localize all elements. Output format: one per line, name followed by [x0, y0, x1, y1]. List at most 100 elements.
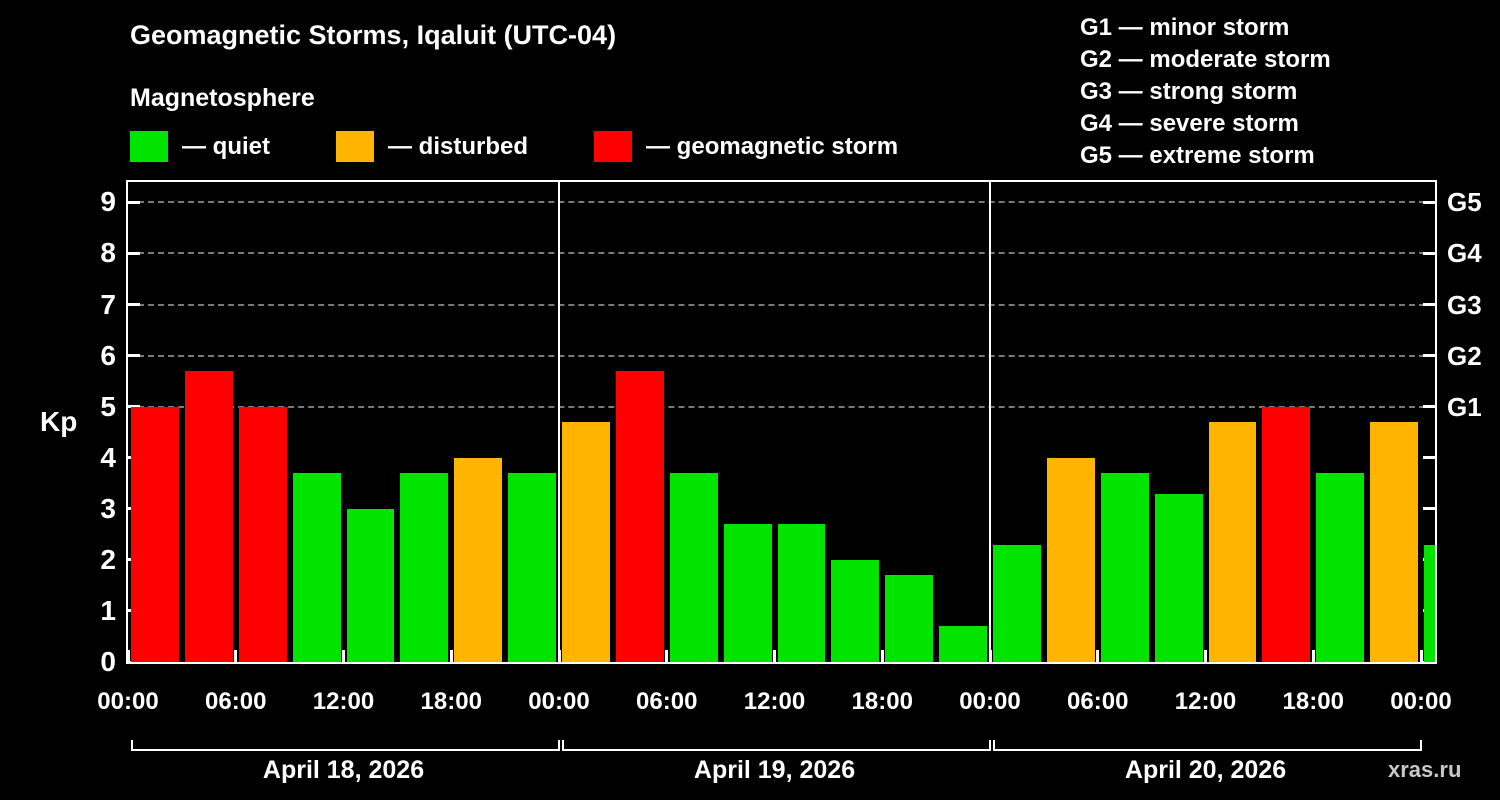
legend-item-disturbed: — disturbed: [336, 131, 528, 162]
gridline-kp5: [128, 405, 1435, 408]
y-tick-left: [128, 251, 140, 255]
x-tick-label: 00:00: [1390, 688, 1452, 715]
y-tick-label: 4: [100, 441, 116, 473]
kp-bar: [400, 473, 449, 662]
x-tick-label: 06:00: [205, 688, 267, 715]
x-tick: [234, 650, 238, 662]
y-tick-left: [128, 200, 140, 204]
day-separator: [558, 182, 560, 662]
watermark: xras.ru: [1388, 757, 1462, 782]
g-scale-line: G5 — extreme storm: [1080, 142, 1315, 169]
legend-swatch-quiet: [130, 131, 168, 162]
g-scale-line: G1 — minor storm: [1080, 14, 1290, 41]
plot-area: [128, 182, 1435, 662]
y-tick-label: 5: [100, 390, 116, 422]
x-tick: [1204, 650, 1207, 662]
x-tick: [557, 650, 561, 662]
gridline-kp7: [128, 303, 1435, 306]
kp-bar: [508, 473, 556, 662]
x-tick-label: 06:00: [636, 688, 698, 715]
y-tick-label: 8: [100, 237, 116, 269]
y-tick-left: [128, 405, 140, 409]
legend-item-storm: — geomagnetic storm: [594, 131, 898, 162]
y-tick-label: 2: [100, 543, 116, 575]
kp-bar: [184, 370, 233, 662]
kp-bar: [993, 544, 1041, 662]
y-tick-label: 3: [100, 492, 116, 524]
day-separator: [989, 182, 991, 662]
legend-label-storm: — geomagnetic storm: [646, 132, 899, 160]
kp-bar: [885, 575, 934, 662]
g-scale-line: G3 — strong storm: [1080, 78, 1298, 105]
day-label: April 18, 2026: [262, 756, 425, 784]
magnetosphere-label: Magnetosphere: [130, 84, 315, 112]
plot-frame: [126, 180, 1437, 664]
y-tick-label: 7: [100, 288, 116, 320]
kp-bar: [1154, 493, 1203, 662]
y-tick-right: [1423, 405, 1435, 409]
g-scale-legend: G1 — minor storm G2 — moderate storm G3 — …: [1080, 12, 1331, 172]
x-tick: [773, 650, 776, 662]
kp-bar: [1316, 473, 1365, 662]
x-tick: [1096, 650, 1100, 662]
kp-bar: [669, 473, 718, 662]
y-tick-label: 6: [100, 339, 116, 371]
g-scale-line: G4 — severe storm: [1080, 110, 1299, 137]
kp-bar: [615, 370, 664, 662]
g-scale-line: G2 — moderate storm: [1080, 46, 1331, 73]
x-tick: [1311, 650, 1315, 662]
kp-bar: [454, 457, 503, 662]
y-tick-left: [128, 354, 140, 358]
kp-bar: [1100, 473, 1149, 662]
g-level-label: G2: [1447, 340, 1482, 371]
kp-bar: [1370, 422, 1418, 662]
x-tick: [665, 650, 669, 662]
y-tick-label: 9: [100, 186, 116, 218]
day-bracket: [993, 740, 1422, 751]
page-title: Geomagnetic Storms, Iqaluit (UTC-04): [130, 20, 617, 50]
legend-swatch-storm: [594, 131, 633, 162]
kp-bar: [238, 406, 287, 662]
x-tick: [449, 650, 453, 662]
x-tick: [880, 650, 884, 662]
x-tick-label: 00:00: [97, 688, 159, 715]
y-tick-right: [1423, 507, 1435, 511]
x-tick-label: 18:00: [1282, 688, 1344, 715]
day-bracket: [131, 740, 560, 751]
kp-bar: [131, 406, 179, 662]
x-tick-label: 12:00: [1174, 688, 1237, 715]
y-tick-right: [1423, 303, 1435, 307]
y-tick-left: [128, 303, 140, 307]
kp-bar: [1424, 544, 1435, 662]
g-level-label: G1: [1447, 391, 1482, 422]
x-tick-label: 00:00: [528, 688, 590, 715]
g-level-label: G3: [1447, 289, 1482, 320]
kp-bar: [1046, 457, 1095, 662]
x-tick: [1419, 650, 1423, 662]
g-level-label: G5: [1447, 187, 1482, 218]
kp-bar: [1208, 422, 1257, 662]
y-tick-label: 1: [100, 594, 116, 626]
x-tick-label: 00:00: [959, 688, 1021, 715]
y-axis-label: Kp: [40, 406, 78, 437]
x-tick-label: 18:00: [851, 688, 913, 715]
kp-bar: [346, 508, 395, 662]
day-label: April 20, 2026: [1124, 756, 1287, 784]
x-tick: [342, 650, 345, 662]
legend-label-disturbed: — disturbed: [388, 132, 529, 160]
x-tick-label: 06:00: [1067, 688, 1129, 715]
x-tick-label: 12:00: [743, 688, 806, 715]
kp-bar: [939, 626, 987, 662]
day-bracket: [562, 740, 991, 751]
y-tick-right: [1423, 200, 1435, 204]
y-tick-right: [1423, 456, 1435, 460]
x-tick: [988, 650, 992, 662]
kp-bar: [562, 422, 610, 662]
kp-bar: [292, 473, 341, 662]
legend-label-quiet: — quiet: [182, 132, 270, 160]
y-tick-right: [1423, 354, 1435, 358]
x-tick-label: 18:00: [420, 688, 482, 715]
g-level-label: G4: [1447, 238, 1482, 269]
